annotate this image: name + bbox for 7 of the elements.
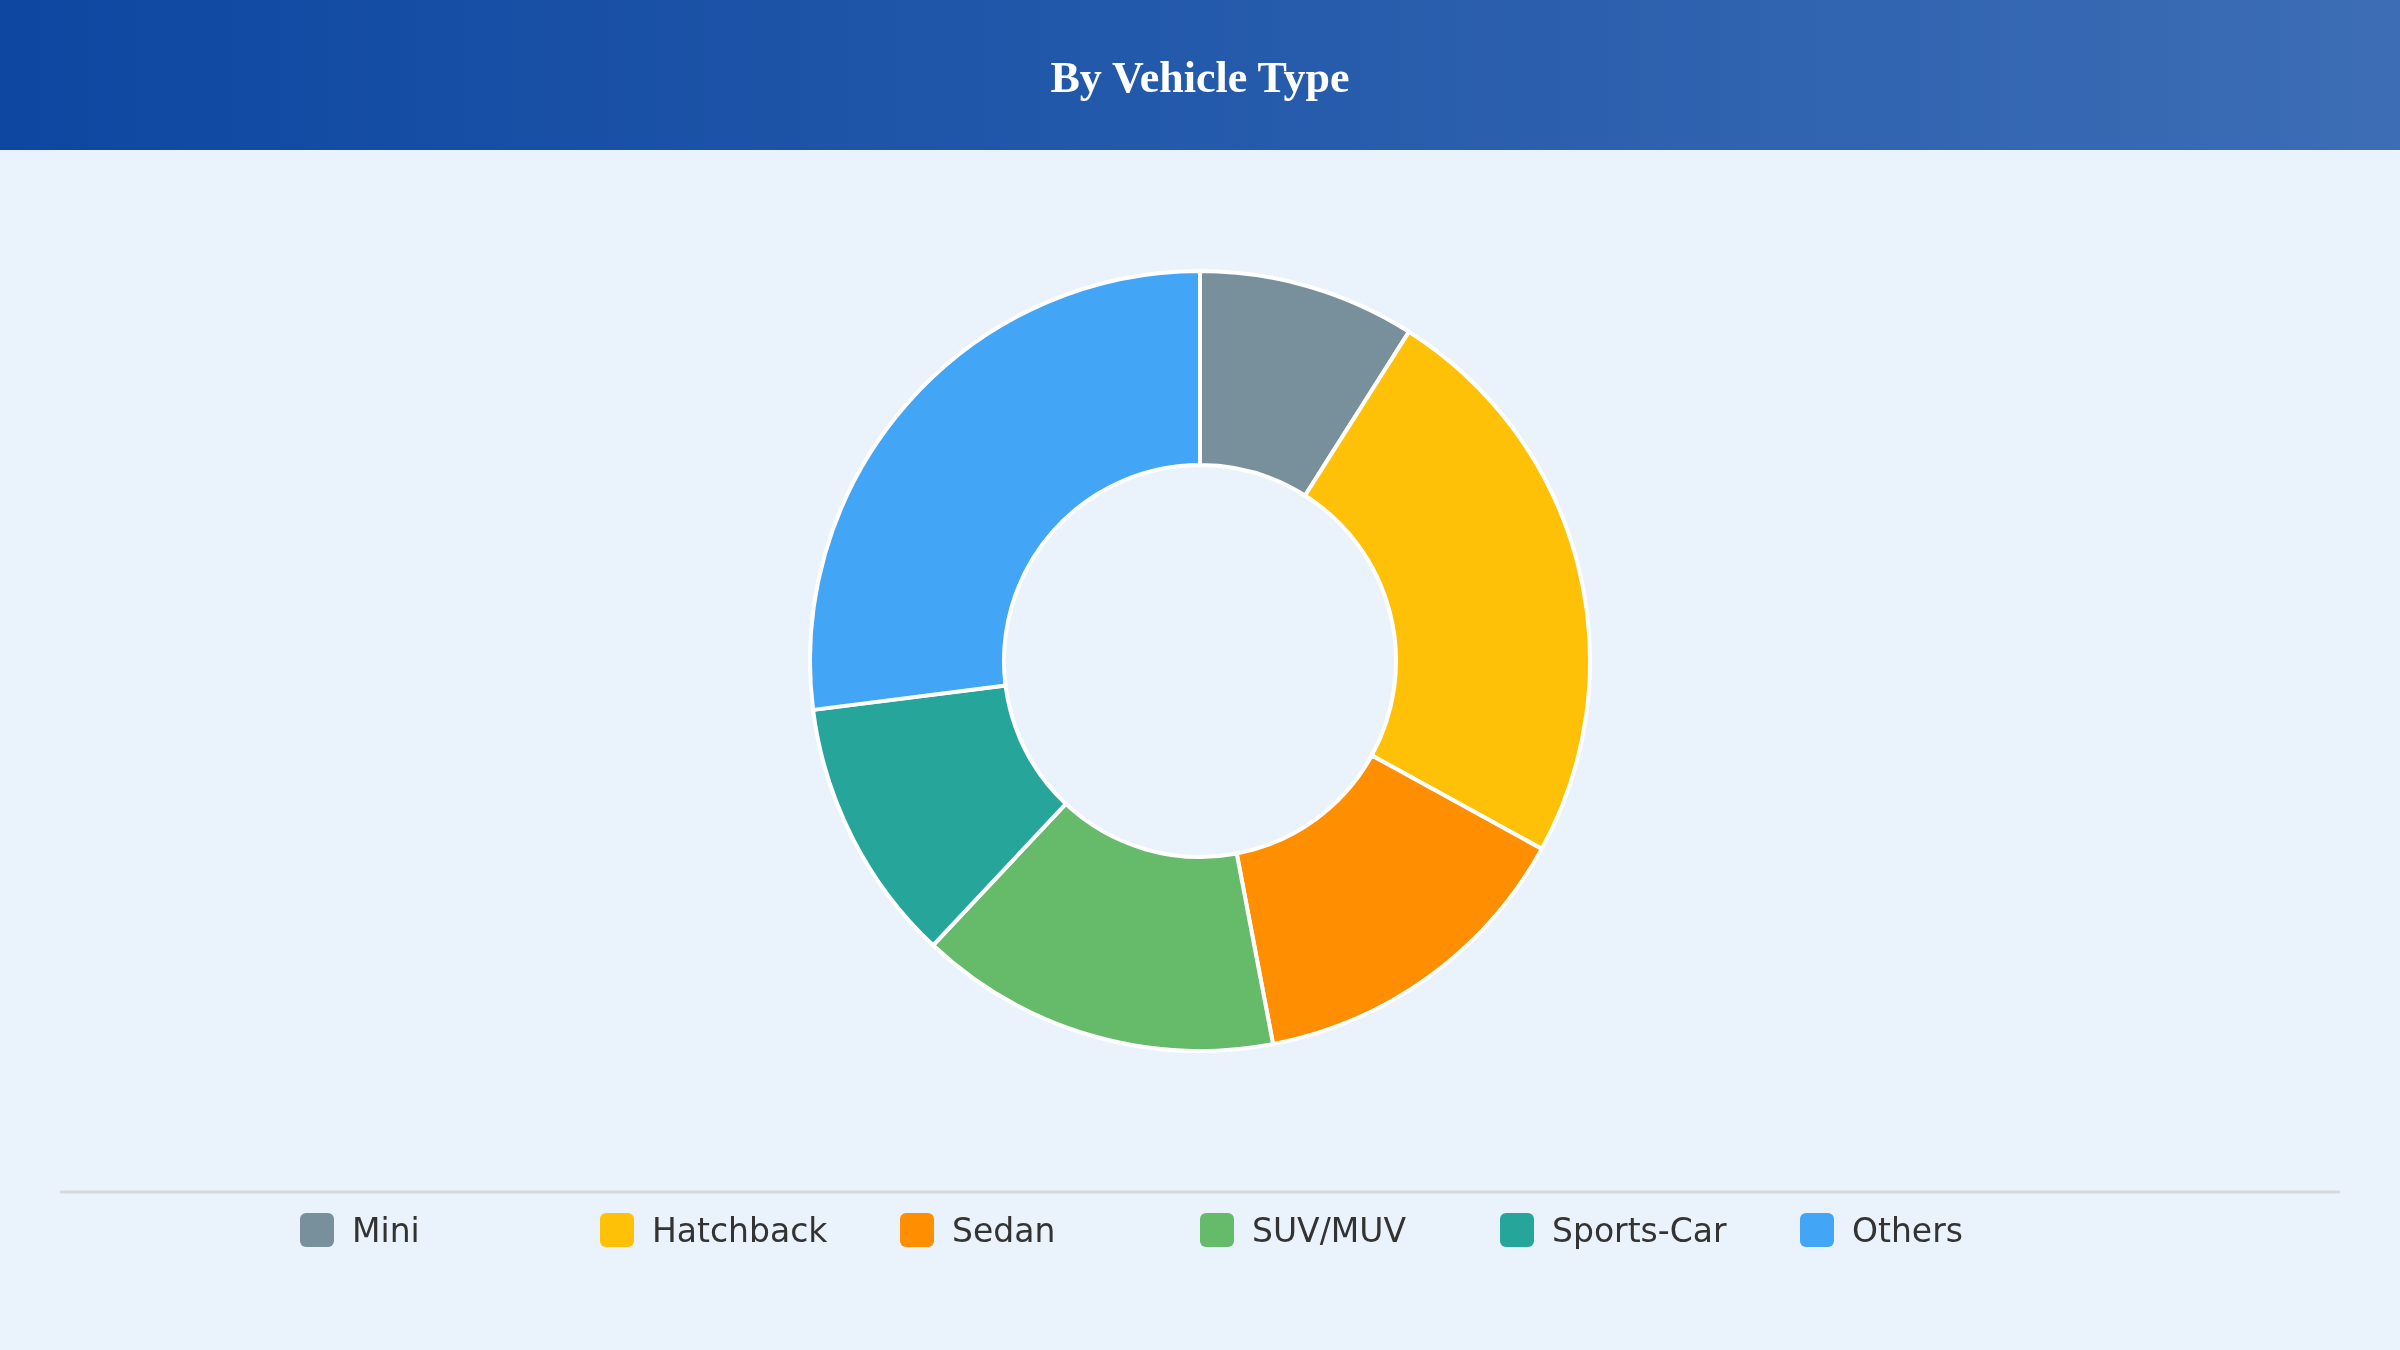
legend-label: Sports-Car — [1552, 1211, 1727, 1250]
chart-title: By Vehicle Type — [1050, 53, 1350, 102]
legend-label: Others — [1852, 1211, 1963, 1250]
legend-label: Hatchback — [652, 1211, 829, 1250]
legend-label: SUV/MUV — [1252, 1211, 1407, 1250]
legend-label: Sedan — [952, 1211, 1056, 1250]
legend-label: Mini — [352, 1211, 420, 1250]
